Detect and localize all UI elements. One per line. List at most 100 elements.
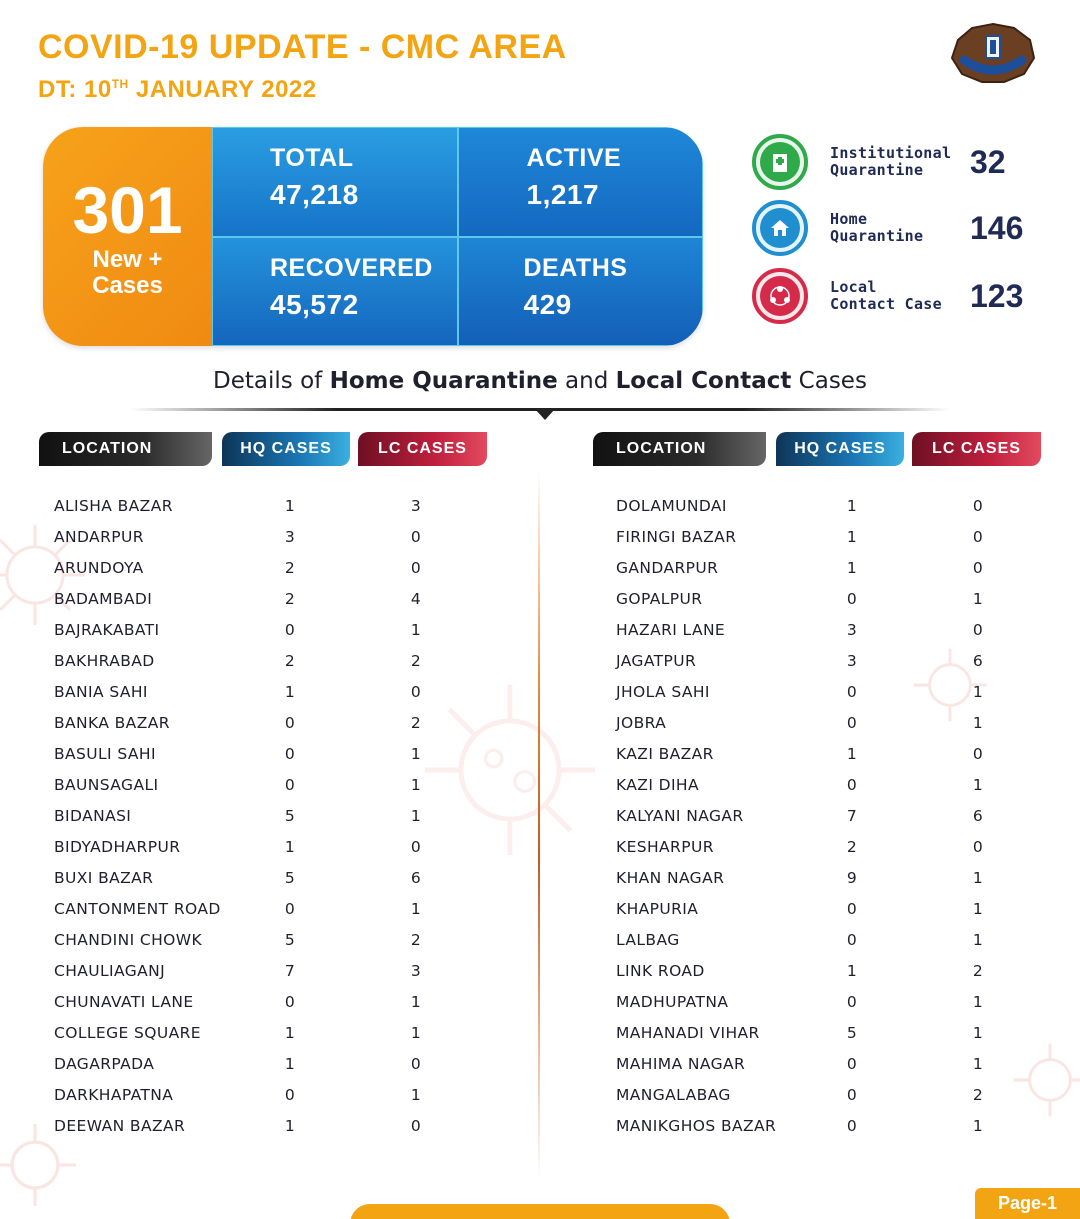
hq-cases-value: 2 [846, 837, 858, 856]
hq-cases-value: 0 [284, 713, 296, 732]
table-row: ANDARPUR 3 0 [54, 521, 494, 552]
hq-cases-value: 7 [284, 961, 296, 980]
hq-cases-value: 0 [846, 930, 858, 949]
lc-cases-value: 1 [410, 744, 422, 763]
table-row: LALBAG 0 1 [616, 924, 1056, 955]
local-contact-value: 123 [970, 277, 1024, 314]
hq-cases-value: 3 [846, 620, 858, 639]
lc-cases-value: 2 [410, 651, 422, 670]
lc-cases-value: 0 [410, 682, 422, 701]
new-cases-card: 301 New + Cases [43, 127, 212, 346]
hq-cases-value: 0 [846, 899, 858, 918]
virus-decoration-icon [913, 648, 987, 722]
active-value: 1,217 [526, 179, 600, 210]
quarantine-label-line-1: Home [830, 210, 868, 228]
case-summary-panel: 301 New + Cases TOTAL 47,218 ACTIVE 1,21… [43, 127, 703, 346]
right-location-table: DOLAMUNDAI 1 0 FIRINGI BAZAR 1 0 GANDARPUR 1 0 GO… [616, 490, 1056, 1141]
hq-cases-value: 2 [284, 558, 296, 577]
quarantine-label-line-2: Quarantine [830, 161, 924, 179]
total-cases-cell: TOTAL 47,218 [212, 127, 458, 237]
hq-cases-value: 2 [284, 589, 296, 608]
report-date: DT: 10TH JANUARY 2022 [38, 76, 317, 103]
hq-cases-value: 0 [846, 992, 858, 1011]
table-row: LINK ROAD 1 2 [616, 955, 1056, 986]
lc-cases-value: 1 [972, 1054, 984, 1073]
active-label: ACTIVE [526, 144, 622, 172]
table-row: BANIA SAHI 1 0 [54, 676, 494, 707]
lc-cases-value: 0 [410, 837, 422, 856]
table-row: CHUNAVATI LANE 0 1 [54, 986, 494, 1017]
lc-cases-value: 2 [410, 930, 422, 949]
deaths-label: DEATHS [523, 253, 628, 282]
quarantine-label-line-1: Institutional [830, 144, 952, 162]
hq-cases-value: 1 [846, 744, 858, 763]
virus-decoration-icon [1013, 1043, 1080, 1117]
right-hq-cases-header: HQ CASES [776, 432, 904, 466]
hq-cases-value: 1 [846, 496, 858, 515]
new-cases-label-2: Cases [92, 272, 163, 299]
hq-cases-value: 3 [846, 651, 858, 670]
table-row: JAGATPUR 3 6 [616, 645, 1056, 676]
table-row: MANIKGHOS BAZAR 0 1 [616, 1110, 1056, 1141]
lc-cases-value: 1 [972, 775, 984, 794]
hq-cases-value: 0 [846, 713, 858, 732]
left-lc-cases-header: LC CASES [358, 432, 487, 466]
lc-cases-value: 2 [410, 713, 422, 732]
home-quarantine-value: 146 [970, 209, 1024, 246]
lc-cases-value: 1 [410, 806, 422, 825]
new-cases-label-1: New + [92, 246, 163, 273]
lc-cases-value: 0 [410, 558, 422, 577]
left-hq-cases-header: HQ CASES [222, 432, 350, 466]
table-row: JHOLA SAHI 0 1 [616, 676, 1056, 707]
table-row: ARUNDOYA 2 0 [54, 552, 494, 583]
institutional-quarantine-stat: Institutional Quarantine 32 [752, 130, 1052, 194]
lc-cases-value: 1 [410, 775, 422, 794]
lc-cases-value: 1 [972, 992, 984, 1011]
hq-cases-value: 1 [284, 1054, 296, 1073]
deaths-cell: DEATHS 429 [457, 236, 703, 346]
table-row: BIDYADHARPUR 1 0 [54, 831, 494, 862]
table-row: ALISHA BAZAR 1 3 [54, 490, 494, 521]
table-row: JOBRA 0 1 [616, 707, 1056, 738]
virus-decoration-icon [0, 1124, 76, 1206]
quarantine-label-line-2: Contact Case [830, 295, 942, 313]
lc-cases-value: 1 [972, 899, 984, 918]
lc-cases-value: 1 [410, 899, 422, 918]
hq-cases-value: 2 [284, 651, 296, 670]
hq-cases-value: 1 [846, 961, 858, 980]
footer-bar [350, 1204, 730, 1219]
home-quarantine-stat: Home Quarantine 146 [752, 196, 1052, 260]
hq-cases-value: 5 [284, 868, 296, 887]
hq-cases-value: 0 [846, 682, 858, 701]
table-row: BASULI SAHI 0 1 [54, 738, 494, 769]
table-row: CANTONMENT ROAD 0 1 [54, 893, 494, 924]
table-row: BIDANASI 5 1 [54, 800, 494, 831]
quarantine-label-line-2: Quarantine [830, 227, 924, 245]
quarantine-label-line-1: Local [830, 278, 877, 296]
page-title: COVID-19 UPDATE - CMC AREA [38, 28, 567, 66]
right-lc-cases-header: LC CASES [912, 432, 1041, 466]
hq-cases-value: 1 [846, 527, 858, 546]
table-row: KALYANI NAGAR 7 6 [616, 800, 1056, 831]
hq-cases-value: 5 [284, 806, 296, 825]
lc-cases-value: 0 [972, 496, 984, 515]
new-cases-value: 301 [72, 173, 183, 247]
lc-cases-value: 0 [972, 837, 984, 856]
left-location-header: LOCATION [39, 432, 212, 466]
lc-cases-value: 1 [410, 1023, 422, 1042]
table-row: MANGALABAG 0 2 [616, 1079, 1056, 1110]
hq-cases-value: 7 [846, 806, 858, 825]
lc-cases-value: 1 [972, 589, 984, 608]
details-heading: Details of Home Quarantine and Local Con… [213, 368, 867, 394]
hq-cases-value: 5 [284, 930, 296, 949]
cmc-logo-icon [950, 22, 1036, 83]
hq-cases-value: 0 [846, 775, 858, 794]
table-row: KHAN NAGAR 9 1 [616, 862, 1056, 893]
table-row: DOLAMUNDAI 1 0 [616, 490, 1056, 521]
table-row: BAUNSAGALI 0 1 [54, 769, 494, 800]
hospital-icon [773, 154, 787, 172]
total-label: TOTAL [270, 144, 354, 172]
recovered-label: RECOVERED [270, 253, 433, 282]
home-icon [771, 220, 789, 236]
lc-cases-value: 1 [972, 930, 984, 949]
